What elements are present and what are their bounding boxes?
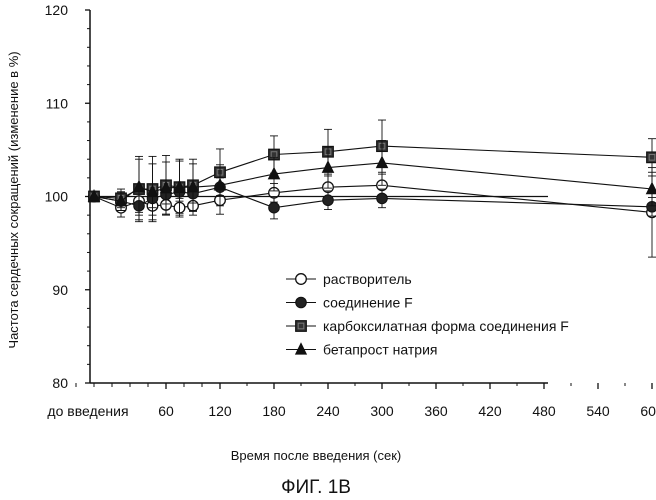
legend-marker xyxy=(295,273,307,285)
x-tick-label-360: 360 xyxy=(424,403,448,419)
x-tick-label-300: 300 xyxy=(370,403,394,419)
legend-item-0: растворитель xyxy=(286,271,412,287)
data-point xyxy=(267,166,281,180)
legend-label-0: растворитель xyxy=(323,271,412,287)
data-point xyxy=(146,184,159,198)
legend-marker xyxy=(295,320,307,332)
data-point xyxy=(132,179,146,193)
y-tick-label-100: 100 xyxy=(45,189,69,205)
data-point xyxy=(213,177,227,191)
data-point xyxy=(646,151,656,164)
data-point xyxy=(375,155,389,169)
x-tick-label-240: 240 xyxy=(316,403,340,419)
x-tick-label-600: 600 xyxy=(640,403,656,419)
data-point xyxy=(159,180,173,194)
legend-item-3: бетапрост натрия xyxy=(286,342,438,358)
plot-area: 80 90 100 110 120 до введения 60 120 180 240 300 36… xyxy=(45,2,656,419)
legend-marker xyxy=(294,342,308,355)
legend-item-1: соединение F xyxy=(286,295,413,311)
series-3 xyxy=(87,140,656,221)
data-point xyxy=(186,179,200,193)
y-tick-label-110: 110 xyxy=(46,95,69,111)
data-point xyxy=(646,200,656,213)
data-point xyxy=(114,193,128,207)
x-tick-label-480: 480 xyxy=(532,403,556,419)
legend-marker xyxy=(295,296,307,309)
series-group xyxy=(87,119,656,258)
data-point xyxy=(321,160,335,173)
data-point xyxy=(376,192,388,205)
legend: растворитель соединение F карбоксилатная ф… xyxy=(286,271,569,358)
x-tick-label-420: 420 xyxy=(478,403,502,419)
data-point xyxy=(173,179,186,193)
x-tick-label-120: 120 xyxy=(208,403,232,419)
x-tick-label-180: 180 xyxy=(262,403,286,419)
y-tick-label-90: 90 xyxy=(52,282,68,298)
legend-label-1: соединение F xyxy=(323,295,413,311)
x-tick-label--50: до введения xyxy=(47,403,128,419)
y-tick-label-80: 80 xyxy=(52,375,68,391)
legend-label-2: карбоксилатная форма соединения F xyxy=(323,318,569,334)
data-point xyxy=(268,201,280,214)
y-tick-label-120: 120 xyxy=(45,2,69,18)
data-point xyxy=(322,194,334,207)
data-point xyxy=(87,189,101,202)
legend-marker-inner xyxy=(297,322,305,330)
x-tick-label-60: 60 xyxy=(158,403,174,419)
x-axis-label: Время после введения (сек) xyxy=(231,448,402,463)
data-point-inner xyxy=(648,154,656,161)
data-point xyxy=(645,181,656,195)
legend-item-2: карбоксилатная форма соединения F xyxy=(286,318,569,334)
legend-label-3: бетапрост натрия xyxy=(323,342,438,358)
x-tick-label-540: 540 xyxy=(586,403,610,419)
figure-label: ФИГ. 1B xyxy=(281,477,351,498)
y-axis-label: Частота сердечных сокращений (изменение … xyxy=(6,51,21,348)
